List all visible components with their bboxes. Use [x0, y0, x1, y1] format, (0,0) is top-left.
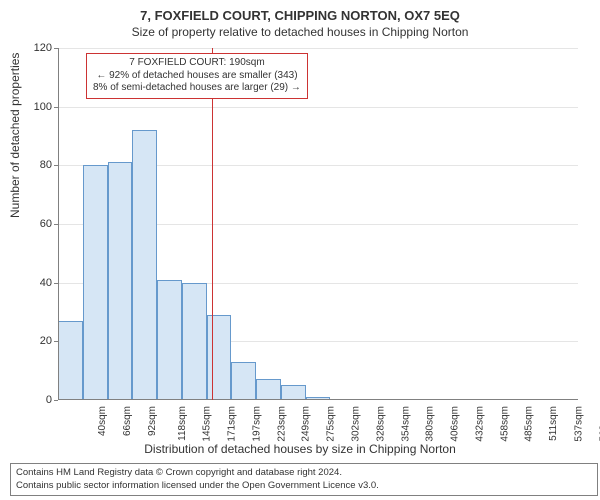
histogram-bar: [281, 385, 306, 400]
footer-attribution: Contains HM Land Registry data © Crown c…: [10, 463, 598, 496]
x-tick-label: 145sqm: [202, 406, 213, 442]
y-tick-label: 120: [34, 42, 52, 54]
chart-title-main: 7, FOXFIELD COURT, CHIPPING NORTON, OX7 …: [0, 0, 600, 23]
plot-region: [58, 48, 578, 400]
histogram-bar: [58, 321, 83, 400]
x-tick-label: 328sqm: [375, 406, 386, 442]
x-tick-label: 118sqm: [177, 406, 188, 441]
histogram-bar: [157, 280, 182, 400]
x-tick-label: 249sqm: [301, 406, 312, 442]
x-tick-label: 432sqm: [474, 406, 485, 442]
annotation-line: ← 92% of detached houses are smaller (34…: [93, 70, 301, 83]
histogram-bar: [108, 162, 133, 400]
histogram-bar: [207, 315, 232, 400]
grid-line: [58, 107, 578, 108]
x-tick-label: 406sqm: [450, 406, 461, 442]
x-tick-label: 458sqm: [499, 406, 510, 442]
y-tick-label: 0: [46, 394, 52, 406]
y-axis: [58, 48, 59, 400]
y-tick-label: 80: [40, 159, 52, 171]
histogram-bar: [231, 362, 256, 400]
y-tick-label: 60: [40, 218, 52, 230]
y-tick-label: 20: [40, 335, 52, 347]
annotation-callout: 7 FOXFIELD COURT: 190sqm← 92% of detache…: [86, 53, 308, 99]
y-tick-label: 40: [40, 277, 52, 289]
x-tick-label: 354sqm: [400, 406, 411, 442]
x-tick-label: 380sqm: [425, 406, 436, 442]
histogram-bar: [256, 379, 281, 400]
x-tick-label: 275sqm: [326, 406, 337, 442]
y-tick-label: 100: [34, 101, 52, 113]
x-tick-label: 197sqm: [252, 406, 263, 442]
x-tick-label: 92sqm: [147, 406, 158, 436]
x-axis-label: Distribution of detached houses by size …: [0, 442, 600, 456]
x-tick-label: 66sqm: [122, 406, 133, 436]
x-axis: [58, 399, 578, 400]
y-axis-label: Number of detached properties: [8, 53, 22, 218]
histogram-bar: [132, 130, 157, 400]
annotation-line: 8% of semi-detached houses are larger (2…: [93, 82, 301, 95]
x-tick-label: 485sqm: [524, 406, 535, 442]
footer-line2: Contains public sector information licen…: [16, 480, 592, 492]
x-tick-label: 171sqm: [227, 406, 238, 442]
chart-title-sub: Size of property relative to detached ho…: [0, 23, 600, 39]
y-tick: [54, 400, 58, 401]
x-tick-label: 40sqm: [97, 406, 108, 436]
chart-area: [58, 48, 578, 400]
grid-line: [58, 48, 578, 49]
x-tick-label: 223sqm: [276, 406, 287, 442]
x-tick-label: 302sqm: [351, 406, 362, 442]
annotation-line: 7 FOXFIELD COURT: 190sqm: [93, 57, 301, 70]
reference-marker: [212, 48, 213, 400]
footer-line1: Contains HM Land Registry data © Crown c…: [16, 467, 592, 479]
histogram-bar: [182, 283, 207, 400]
x-tick-label: 537sqm: [573, 406, 584, 442]
histogram-bar: [83, 165, 108, 400]
x-tick-label: 511sqm: [548, 406, 559, 441]
